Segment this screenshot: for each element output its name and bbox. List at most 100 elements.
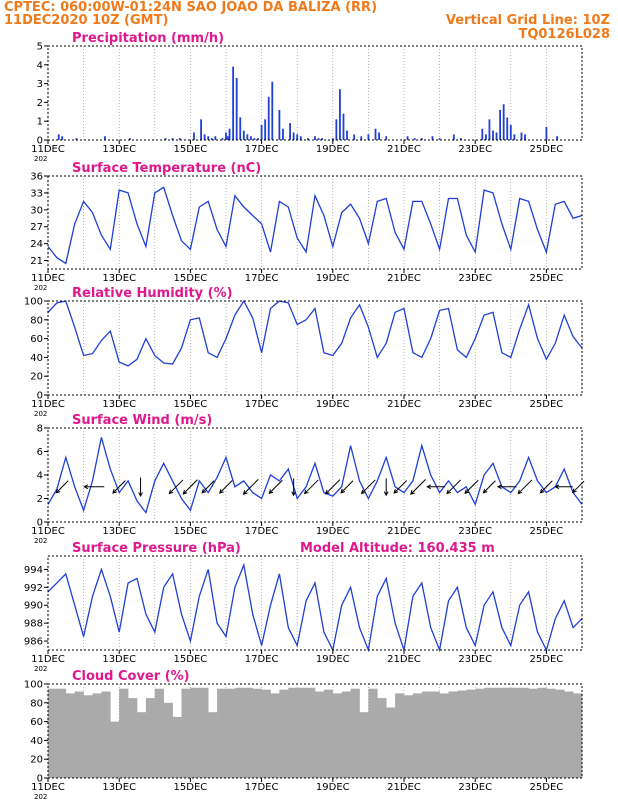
humidity-ytick-label: 60 xyxy=(30,334,43,345)
cloud-bar xyxy=(172,716,182,778)
cloud-bar xyxy=(359,712,369,778)
cloud-bar xyxy=(208,712,218,778)
pressure-xtick-label: 19DEC xyxy=(316,654,350,665)
wind-arrow-head xyxy=(112,489,117,494)
precip-bar xyxy=(271,81,274,140)
wind-ytick-label: 0 xyxy=(37,518,43,529)
precip-bar xyxy=(314,136,316,140)
precip-bar xyxy=(360,136,363,140)
wind-xtick-label: 19DEC xyxy=(316,526,350,537)
pressure-ytick-label: 992 xyxy=(24,583,43,594)
wind-xtick-label: 13DEC xyxy=(102,526,136,537)
humidity-xtick-label: 17DEC xyxy=(245,399,279,410)
precip-bar xyxy=(282,128,284,140)
wind-arrow xyxy=(304,479,319,494)
humidity-xtick-label: 11DEC xyxy=(31,399,65,410)
wind-arrow-head xyxy=(168,489,174,495)
temperature-xtick-label: 11DEC xyxy=(31,273,65,284)
wind-arrow-head xyxy=(340,488,346,494)
precip-bar xyxy=(431,136,434,140)
cloud-bar xyxy=(119,688,129,778)
cloud-bar xyxy=(377,698,387,778)
precipitation-xtick-label: 11DEC xyxy=(31,144,65,155)
wind-arrow-head xyxy=(383,491,389,497)
precipitation-year-label: 202 xyxy=(34,155,47,163)
wind-arrow xyxy=(410,479,426,495)
precip-bar xyxy=(317,138,320,140)
cloud-bar xyxy=(501,687,512,778)
cloud-xtick-label: 11DEC xyxy=(31,782,65,793)
precip-bar xyxy=(492,130,494,140)
wind-arrow xyxy=(325,479,341,495)
wind-arrow xyxy=(446,479,462,494)
cloud-bar xyxy=(92,693,102,778)
precip-bar xyxy=(299,136,302,140)
wind-frame xyxy=(47,427,583,523)
precipitation-xtick-label: 19DEC xyxy=(316,144,350,155)
precip-bar xyxy=(321,138,324,140)
cloud-frame xyxy=(47,683,583,779)
cloud-bar xyxy=(137,712,147,778)
precip-bar xyxy=(57,134,60,140)
cloud-title: Cloud Cover (%) xyxy=(72,669,190,684)
humidity-ytick-label: 40 xyxy=(30,353,43,364)
pressure-series-line xyxy=(47,562,583,653)
pressure-title: Surface Pressure (hPa) xyxy=(72,541,241,556)
pressure-xtick-label: 15DEC xyxy=(174,654,208,665)
wind-arrow-head xyxy=(496,484,502,490)
cloud-ytick-label: 0 xyxy=(37,774,43,785)
wind-arrow-head xyxy=(360,489,366,495)
wind-arrow-head xyxy=(554,484,560,490)
wind-year-label: 202 xyxy=(34,537,47,545)
precip-bar xyxy=(406,136,409,140)
temperature-year-label: 202 xyxy=(34,284,47,292)
wind-arrow-head xyxy=(464,489,470,495)
precip-bar xyxy=(203,134,206,140)
wind-arrow xyxy=(55,480,69,494)
cloud-xtick-label: 21DEC xyxy=(387,782,421,793)
wind-arrow-head xyxy=(303,489,309,495)
wind-arrow xyxy=(464,479,479,494)
cloud-bar xyxy=(323,689,334,778)
pressure-xtick-label: 13DEC xyxy=(102,654,136,665)
cloud-xtick-label: 15DEC xyxy=(174,782,208,793)
cloud-bar xyxy=(537,687,547,778)
temperature-xtick-label: 17DEC xyxy=(245,273,279,284)
cloud-bar xyxy=(421,691,431,778)
cloud-xtick-label: 25DEC xyxy=(530,782,564,793)
precip-bar xyxy=(488,119,491,140)
precip-bar xyxy=(61,136,64,140)
cloud-bar xyxy=(555,689,565,778)
precip-bar xyxy=(214,136,217,140)
precip-bar xyxy=(246,134,249,140)
header-model-code: TQ0126L028 xyxy=(518,27,610,42)
precip-bar xyxy=(367,134,370,140)
precip-bar xyxy=(524,134,526,140)
precip-bar xyxy=(484,134,487,140)
temperature-title: Surface Temperature (nC) xyxy=(72,161,261,176)
cloud-bar xyxy=(493,687,503,778)
cloud-bar xyxy=(430,691,440,778)
cloud-bar xyxy=(243,687,253,778)
temperature-frame xyxy=(47,175,583,270)
precip-bar xyxy=(346,130,348,140)
pressure-xtick-label: 17DEC xyxy=(245,654,279,665)
cloud-bar xyxy=(145,698,156,778)
precip-bar xyxy=(420,138,423,140)
wind-arrow xyxy=(182,479,198,495)
wind-ytick-label: 6 xyxy=(37,447,43,458)
precip-bar xyxy=(374,128,377,140)
humidity-frame xyxy=(47,300,583,396)
cloud-xtick-label: 13DEC xyxy=(102,782,136,793)
precip-bar xyxy=(228,128,231,140)
wind-ytick-label: 4 xyxy=(37,471,43,482)
wind-arrow-head xyxy=(219,489,224,494)
wind-arrow-head xyxy=(324,489,330,495)
precip-bar xyxy=(502,104,505,140)
precip-bar xyxy=(250,136,252,140)
precip-bar xyxy=(75,138,78,140)
cloud-bar xyxy=(261,689,271,778)
wind-xtick-label: 25DEC xyxy=(530,526,564,537)
precip-bar xyxy=(460,138,462,140)
humidity-ytick-label: 0 xyxy=(37,391,43,402)
